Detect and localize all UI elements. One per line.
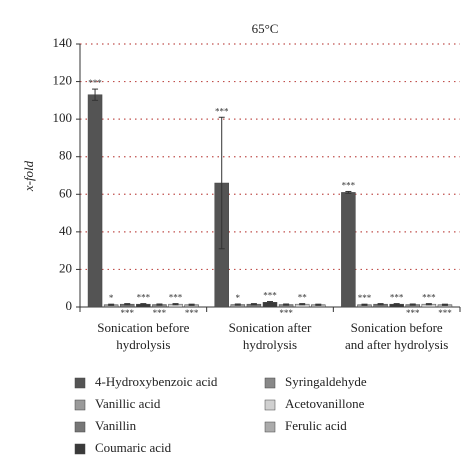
significance: * [236,293,241,303]
y-tick-label: 20 [59,260,72,275]
y-tick-label: 100 [53,110,73,125]
bar [87,94,103,308]
x-tick-label: Sonication before hydrolysis [97,320,189,352]
x-tick-label: Sonication after hydrolysis [229,320,312,352]
significance: *** [215,106,229,116]
y-tick-label: 60 [59,185,72,200]
legend-label: Vanillic acid [95,396,161,411]
significance: *** [438,308,452,318]
legend-swatch [74,399,86,411]
significance: ** [298,293,308,303]
legend-label: Acetovanillone [285,396,365,411]
legend-swatch [264,377,276,389]
legend-swatch [74,443,86,455]
legend-swatch [264,421,276,433]
legend-swatch [74,377,86,389]
y-tick-label: 40 [59,223,72,238]
significance: *** [358,293,372,303]
chart-title: 65°C [252,21,279,36]
significance: *** [88,78,102,88]
significance: *** [406,308,420,318]
significance: * [109,293,114,303]
y-tick-label: 0 [66,298,73,313]
bar [341,192,356,308]
significance: *** [263,291,277,301]
significance: *** [153,308,167,318]
legend-label: 4-Hydroxybenzoic acid [95,374,218,389]
significance: *** [279,308,293,318]
legend-label: Coumaric acid [95,440,172,455]
significance: *** [422,293,436,303]
legend-swatch [264,399,276,411]
significance: *** [137,293,151,303]
y-tick-label: 140 [53,35,73,50]
significance: *** [185,308,199,318]
x-tick-label: Sonication before and after hydrolysis [345,320,448,352]
legend-label: Syringaldehyde [285,374,367,389]
significance: *** [120,308,134,318]
significance: *** [390,293,404,303]
y-tick-label: 80 [59,148,72,163]
significance: *** [342,181,356,191]
significance: *** [169,293,183,303]
legend-label: Vanillin [95,418,137,433]
legend-swatch [74,421,86,433]
legend-label: Ferulic acid [285,418,347,433]
y-axis-label: x-fold [21,160,36,192]
y-tick-label: 120 [53,73,73,88]
